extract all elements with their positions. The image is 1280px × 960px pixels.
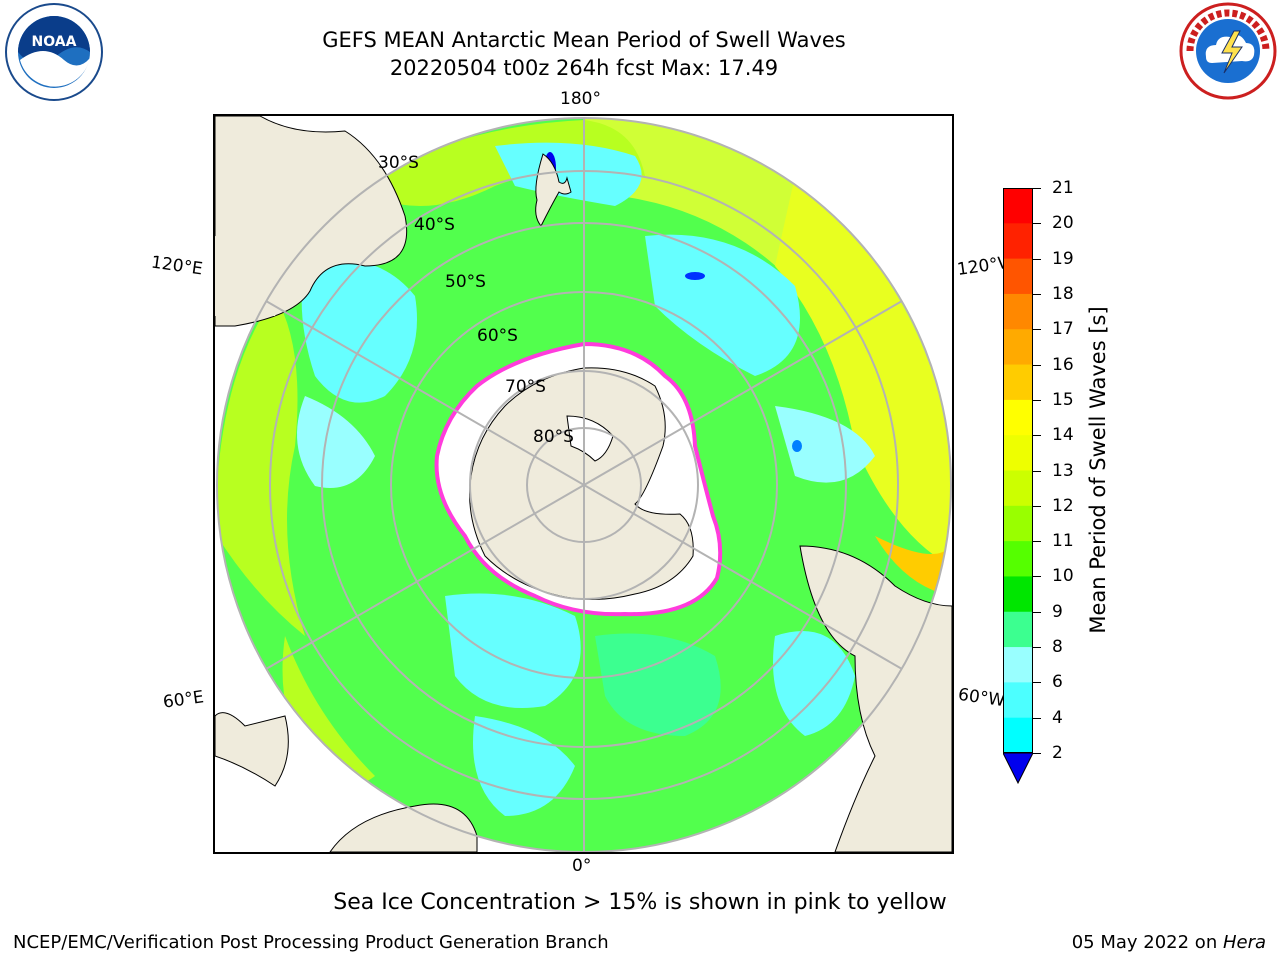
colorbar-band — [1003, 293, 1033, 330]
colorbar-tick-label: 12 — [1052, 495, 1074, 516]
footer-credit: NCEP/EMC/Verification Post Processing Pr… — [13, 932, 609, 953]
colorbar-tick-label: 2 — [1052, 743, 1063, 763]
colorbar-tick-label: 16 — [1052, 354, 1074, 375]
colorbar-label: Mean Period of Swell Waves [s] — [1086, 306, 1110, 634]
lon-label-60w: 60°W — [956, 684, 1007, 712]
colorbar-tick-mark — [1033, 541, 1041, 543]
colorbar-tick-mark — [1033, 188, 1041, 189]
swell-period-field — [217, 118, 951, 852]
colorbar-tick-mark — [1033, 470, 1041, 472]
sea-ice-note: Sea Ice Concentration > 15% is shown in … — [333, 890, 947, 915]
colorbar-band — [1003, 505, 1033, 542]
noaa-logo-icon: NOAA — [5, 3, 103, 101]
colorbar — [1003, 188, 1033, 785]
colorbar-band — [1003, 329, 1033, 366]
colorbar-band — [1003, 399, 1033, 436]
footer-date: 05 May 2022 on Hera — [1072, 932, 1266, 953]
colorbar-tick-label: 6 — [1052, 672, 1063, 693]
colorbar-tick-mark — [1033, 647, 1041, 649]
colorbar-tick-mark — [1033, 399, 1041, 401]
colorbar-tick-label: 4 — [1052, 707, 1063, 728]
national-weather-service-logo-icon — [1179, 2, 1277, 100]
colorbar-tick-label: 20 — [1052, 213, 1074, 234]
colorbar-band — [1003, 541, 1033, 577]
colorbar-band — [1003, 188, 1033, 224]
colorbar-tick-label: 14 — [1052, 425, 1074, 446]
colorbar-tick-mark — [1033, 435, 1041, 437]
colorbar-band — [1003, 435, 1033, 471]
colorbar-tick-mark — [1033, 576, 1041, 578]
colorbar-band — [1003, 717, 1033, 754]
colorbar-tick-label: 17 — [1052, 319, 1074, 340]
colorbar-tick-label: 15 — [1052, 389, 1074, 410]
colorbar-tick-label: 10 — [1052, 566, 1074, 587]
polar-map: 30°S 40°S 50°S 60°S 70°S 80°S — [213, 114, 954, 854]
colorbar-tick-label: 13 — [1052, 460, 1074, 481]
colorbar-band — [1003, 576, 1033, 613]
colorbar-band — [1003, 223, 1033, 260]
colorbar-band — [1003, 682, 1033, 719]
lat-label-60s: 60°S — [477, 326, 518, 346]
colorbar-tick-mark — [1033, 223, 1041, 225]
colorbar-tick-mark — [1033, 682, 1041, 684]
colorbar-band — [1003, 364, 1033, 401]
colorbar-tick-mark — [1033, 293, 1041, 295]
colorbar-tick-mark — [1033, 717, 1041, 719]
lat-label-50s: 50°S — [445, 272, 486, 292]
colorbar-tick-label: 21 — [1052, 178, 1074, 198]
lon-label-60e: 60°E — [161, 687, 206, 713]
noaa-logo-text: NOAA — [32, 34, 77, 50]
colorbar-tick-mark — [1033, 329, 1041, 331]
lon-label-120e: 120°E — [149, 252, 204, 280]
colorbar-tick-label: 9 — [1052, 601, 1063, 622]
colorbar-band — [1003, 647, 1033, 683]
graticule-lines — [216, 117, 952, 852]
colorbar-tick-label: 11 — [1052, 531, 1074, 552]
footer-date-text: 05 May 2022 on — [1071, 932, 1223, 953]
plot-subtitle: 20220504 t00z 264h fcst Max: 17.49 — [389, 56, 779, 80]
colorbar-tick-mark — [1033, 611, 1041, 613]
lat-label-80s: 80°S — [533, 427, 574, 447]
colorbar-tick-mark — [1033, 505, 1041, 507]
lat-label-70s: 70°S — [505, 377, 546, 397]
colorbar-band — [1003, 470, 1033, 507]
colorbar-band — [1003, 258, 1033, 295]
colorbar-tick-label: 8 — [1052, 637, 1063, 658]
colorbar-tick-mark — [1033, 753, 1041, 754]
colorbar-tick-mark — [1033, 364, 1041, 366]
colorbar-band — [1003, 611, 1033, 648]
lon-label-0: 0° — [572, 856, 592, 876]
lon-label-180: 180° — [560, 89, 601, 109]
plot-title: GEFS MEAN Antarctic Mean Period of Swell… — [322, 28, 846, 52]
colorbar-tick-label: 18 — [1052, 283, 1074, 304]
lat-label-30s: 30°S — [378, 153, 419, 173]
colorbar-tick-mark — [1033, 258, 1041, 260]
footer-machine: Hera — [1222, 932, 1266, 953]
colorbar-tick-label: 19 — [1052, 248, 1074, 269]
lat-label-40s: 40°S — [414, 215, 455, 235]
